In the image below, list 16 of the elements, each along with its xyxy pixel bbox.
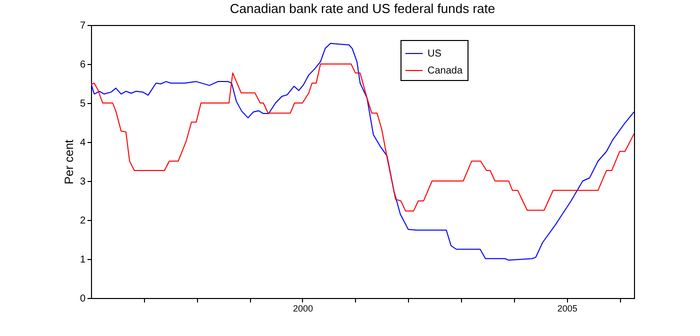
- y-tick-label: 0: [80, 294, 86, 304]
- chart-title: Canadian bank rate and US federal funds rate: [230, 1, 496, 16]
- line-series: [91, 64, 634, 212]
- x-tick-label: 2005: [557, 304, 578, 314]
- y-tick-label: 3: [80, 176, 86, 188]
- y-tick-label: 5: [80, 98, 86, 110]
- x-tick-label: 2000: [292, 304, 314, 314]
- y-axis-title: Per cent: [62, 138, 76, 184]
- legend-label: Canada: [428, 66, 463, 76]
- y-tick-label: 1: [80, 254, 86, 266]
- y-tick-label: 6: [80, 60, 86, 70]
- legend-label: US: [428, 48, 442, 60]
- line-series: [91, 42, 634, 261]
- y-tick-label: 4: [80, 138, 86, 148]
- y-tick-label: 2: [80, 216, 86, 226]
- y-tick-label: 7: [80, 20, 86, 32]
